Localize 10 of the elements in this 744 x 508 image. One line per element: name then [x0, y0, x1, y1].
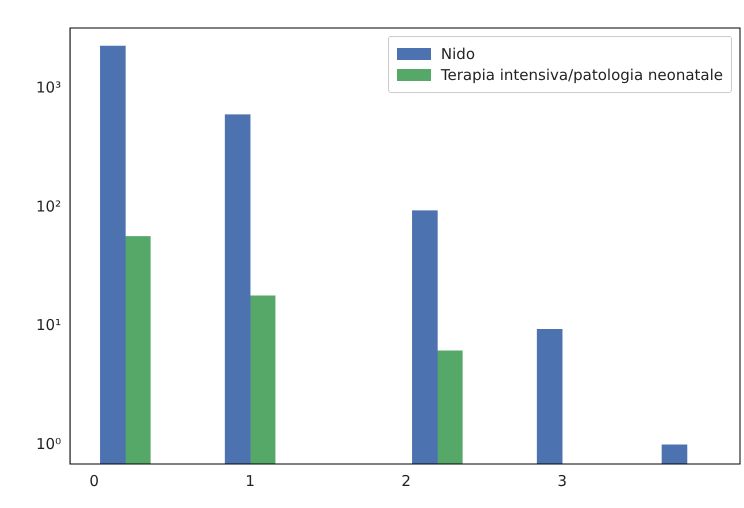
x-tick-label: 0	[89, 472, 99, 490]
x-tick-label: 3	[557, 472, 567, 490]
legend-label: Nido	[440, 45, 475, 63]
y-tick-label: 10³	[36, 78, 62, 97]
x-tick-label: 2	[401, 472, 411, 490]
y-tick-label: 10⁰	[36, 434, 62, 453]
y-tick-label: 10²	[36, 197, 62, 216]
x-tick-label: 1	[245, 472, 255, 490]
legend-label: Terapia intensiva/patologia neonatale	[440, 66, 723, 84]
y-tick-label: 10¹	[36, 316, 62, 334]
